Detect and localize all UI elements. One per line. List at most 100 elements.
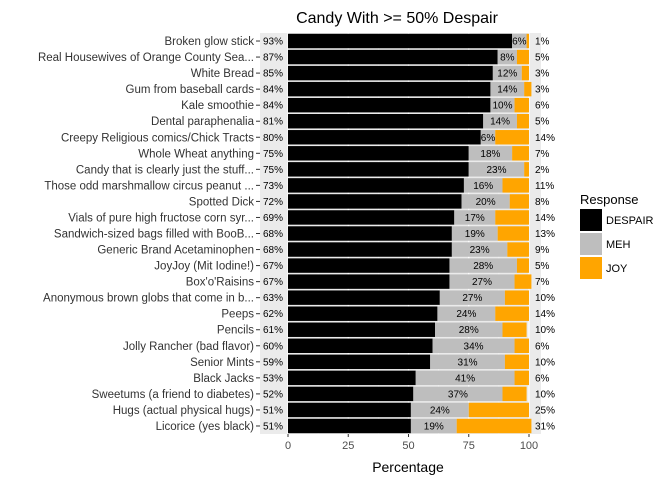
category-label: White Bread [191, 68, 254, 80]
category-label: Vials of pure high fructose corn syr... [68, 212, 254, 224]
bar-segment-meh [490, 97, 515, 113]
value-label-meh: 24% [430, 405, 450, 416]
category-label: Real Housewives of Orange County Sea... [38, 52, 254, 64]
category-label: Black Jacks [193, 373, 254, 385]
bar-segment-joy [526, 33, 529, 49]
bar-segment-despair [288, 130, 481, 145]
bar-segment-joy [507, 242, 529, 257]
value-label-meh: 23% [470, 245, 490, 256]
x-tick-label: 75 [463, 440, 475, 452]
value-label-meh: 6% [481, 133, 496, 144]
value-label-despair: 52% [263, 389, 283, 400]
bar-segment-meh [490, 81, 525, 97]
value-label-joy: 10% [535, 325, 555, 336]
bar-segment-joy [497, 226, 529, 241]
value-label-meh: 14% [497, 85, 517, 96]
legend-title: Response [580, 192, 639, 207]
bar-segment-joy [514, 274, 532, 289]
value-label-despair: 84% [263, 101, 283, 112]
bar-segment-joy [504, 290, 529, 305]
bar-segment-joy [516, 114, 529, 129]
category-label: Whole Wheat anything [138, 148, 254, 160]
value-label-meh: 28% [459, 325, 479, 336]
value-label-joy: 8% [535, 197, 550, 208]
category-label: Dental paraphenalia [151, 116, 255, 128]
bar-segment-despair [288, 418, 411, 434]
value-label-despair: 67% [263, 261, 283, 272]
bar-segment-meh [449, 258, 517, 273]
value-label-joy: 2% [535, 165, 550, 176]
value-label-meh: 19% [465, 229, 485, 240]
bar-segment-joy [456, 418, 532, 434]
legend-label: DESPAIR [606, 215, 654, 227]
value-label-joy: 9% [535, 245, 550, 256]
value-label-joy: 1% [535, 37, 550, 48]
bar-segment-meh [468, 162, 525, 177]
x-axis: 0 25 50 75 100 [285, 434, 538, 452]
value-label-despair: 85% [263, 69, 283, 80]
bar-segment-despair [288, 322, 436, 337]
bar-segment-despair [288, 242, 452, 257]
bar-segment-meh [449, 274, 515, 289]
legend-key-joy [580, 257, 602, 279]
category-label: Those odd marshmallow circus peanut ... [44, 180, 254, 192]
bar-segment-joy [514, 97, 529, 113]
bar-segment-joy [512, 146, 529, 161]
value-label-joy: 6% [535, 341, 550, 352]
category-label: Box'o'Raisins [186, 277, 255, 289]
bar-segment-joy [502, 322, 527, 337]
category-label: Peeps [221, 309, 254, 321]
category-label: Sandwich-sized bags filled with BooB... [54, 229, 254, 241]
bar-segment-despair [288, 306, 438, 321]
category-label: Pencils [217, 325, 254, 337]
bar-segment-despair [288, 354, 431, 370]
bar-segment-meh [437, 306, 496, 321]
value-label-despair: 72% [263, 197, 283, 208]
value-label-meh: 18% [480, 149, 500, 160]
category-label: Senior Mints [190, 357, 254, 369]
bar-segment-joy [504, 354, 529, 370]
bar-segment-despair [288, 97, 491, 113]
bar-segment-joy [516, 258, 529, 273]
bar-segment-despair [288, 162, 469, 177]
value-label-despair: 67% [263, 277, 283, 288]
bar-segment-despair [288, 402, 411, 418]
bar-segment-meh [451, 242, 508, 257]
bar-segment-joy [516, 49, 529, 65]
value-label-despair: 73% [263, 181, 283, 192]
value-label-despair: 69% [263, 213, 283, 224]
x-tick-label: 100 [520, 440, 538, 452]
value-label-meh: 27% [472, 277, 492, 288]
bar-segment-meh [497, 49, 517, 65]
value-label-meh: 20% [476, 197, 496, 208]
value-label-despair: 80% [263, 133, 283, 144]
value-label-joy: 6% [535, 373, 550, 384]
bar-segment-joy [514, 370, 529, 386]
value-label-despair: 68% [263, 245, 283, 256]
value-label-meh: 10% [492, 101, 512, 112]
bar-segment-joy [524, 81, 532, 97]
bar-segment-despair [288, 258, 450, 273]
value-label-meh: 8% [500, 53, 515, 64]
bar-segment-despair [288, 370, 416, 386]
bar-segment-despair [288, 386, 414, 402]
bar-segment-despair [288, 194, 462, 209]
bar-segment-meh [468, 146, 513, 161]
bar-segment-despair [288, 81, 491, 97]
value-label-joy: 3% [535, 69, 550, 80]
category-labels: Broken glow stick Real Housewives of Oran… [38, 36, 260, 433]
legend-key-meh [580, 233, 602, 255]
bar-segment-joy [502, 178, 529, 193]
category-label: Hugs (actual physical hugs) [113, 405, 254, 417]
value-label-despair: 75% [263, 149, 283, 160]
value-label-meh: 34% [464, 341, 484, 352]
category-label: Spotted Dick [189, 196, 254, 208]
category-label: Kale smoothie [181, 100, 254, 112]
bar-segment-despair [288, 33, 513, 49]
bar-segment-joy [509, 194, 529, 209]
bar-segment-joy [468, 402, 529, 418]
value-label-joy: 31% [535, 421, 555, 432]
value-label-joy: 6% [535, 101, 550, 112]
value-label-despair: 62% [263, 309, 283, 320]
